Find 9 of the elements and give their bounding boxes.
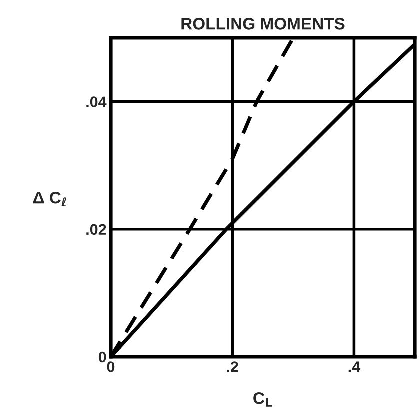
y-axis-title: Δ C$_{ℓ}$ (33, 192, 66, 206)
x-tick-label: 0 (107, 362, 115, 372)
chart-title: ROLLING MOMENTS (182, 18, 345, 30)
x-tick-label: .4 (348, 362, 360, 372)
y-tick-label: 0 (98, 352, 106, 363)
x-tick-label: .2 (227, 362, 238, 372)
y-tick-label: .02 (86, 224, 106, 236)
y-tick-label: .04 (86, 96, 107, 108)
x-axis-title: C$_{L}$ (254, 392, 272, 407)
